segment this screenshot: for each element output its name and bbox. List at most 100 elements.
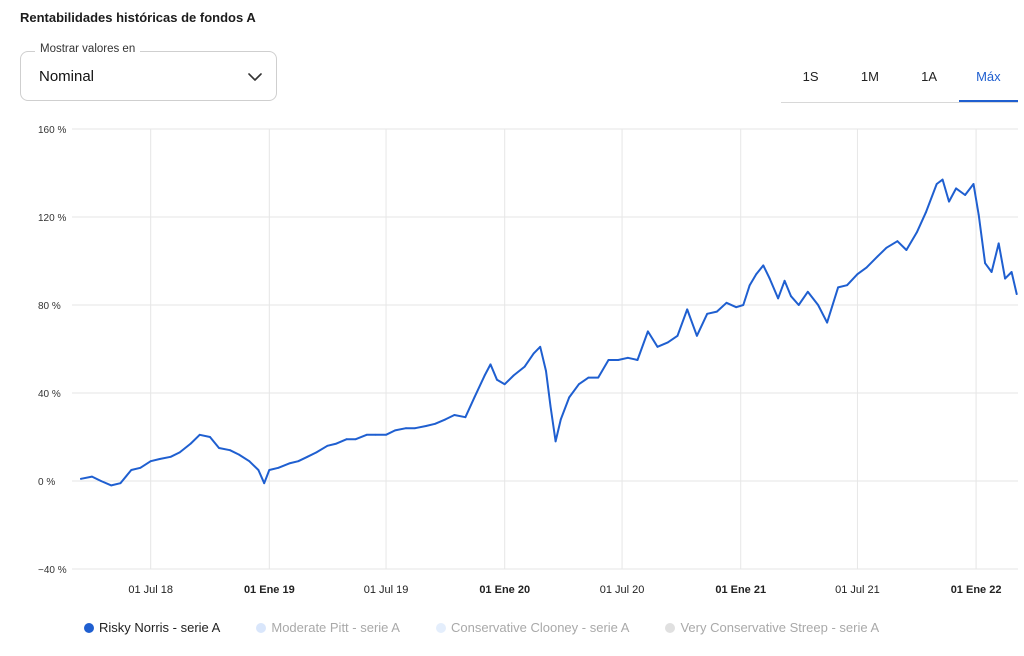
data-point xyxy=(725,301,728,304)
data-point xyxy=(646,330,649,333)
chevron-down-icon xyxy=(248,73,262,81)
legend-label-moderate-pitt: Moderate Pitt - serie A xyxy=(271,620,400,635)
x-tick-label: 01 Ene 22 xyxy=(951,584,1002,596)
data-point xyxy=(935,183,938,185)
tab-1m[interactable]: 1M xyxy=(860,69,879,84)
tab-1a[interactable]: 1A xyxy=(921,69,938,84)
tab-1s[interactable]: 1S xyxy=(802,69,819,84)
data-point xyxy=(768,277,771,280)
data-point xyxy=(617,359,620,361)
data-point xyxy=(783,279,786,282)
data-point xyxy=(626,356,629,359)
x-tick-label: 01 Ene 19 xyxy=(244,584,295,596)
data-point xyxy=(503,383,506,386)
data-point xyxy=(158,458,161,460)
data-point xyxy=(990,271,993,273)
legend-label-conservative-clooney: Conservative Clooney - serie A xyxy=(450,620,630,635)
y-tick-label: 120 % xyxy=(38,213,66,224)
range-tabs: 1S 1M 1A Máx xyxy=(781,51,1018,103)
data-point xyxy=(315,451,318,454)
data-point xyxy=(955,187,957,190)
data-point xyxy=(473,396,476,399)
data-point xyxy=(706,312,709,315)
x-tick-label: 01 Jul 18 xyxy=(128,584,173,596)
data-point xyxy=(915,231,918,234)
data-point xyxy=(257,469,260,471)
data-point xyxy=(666,341,669,344)
data-point xyxy=(453,414,456,416)
data-point xyxy=(742,304,745,306)
y-tick-label: 0 % xyxy=(38,477,55,488)
data-point xyxy=(483,374,486,377)
data-point xyxy=(539,345,542,348)
data-point xyxy=(856,273,859,276)
data-point xyxy=(997,242,1000,245)
data-point xyxy=(964,194,967,196)
legend-item-conservative-clooney[interactable]: Conservative Clooney - serie A xyxy=(435,620,630,635)
data-point xyxy=(277,466,280,469)
y-tick-label: 40 % xyxy=(38,389,61,400)
legend-item-very-conservative-streep[interactable]: Very Conservative Streep - serie A xyxy=(665,620,879,635)
data-point xyxy=(385,433,387,436)
data-point xyxy=(790,295,792,298)
data-point xyxy=(876,255,879,258)
data-point xyxy=(496,378,498,381)
data-point xyxy=(636,359,639,361)
data-point xyxy=(248,460,251,463)
data-point xyxy=(755,273,758,276)
series-line-risky-norris xyxy=(80,178,1018,487)
data-point xyxy=(464,416,467,419)
data-point xyxy=(977,213,980,216)
data-point xyxy=(597,376,600,379)
data-point xyxy=(972,183,975,185)
legend-dot-moderate-pitt xyxy=(256,622,267,633)
data-point xyxy=(297,460,300,463)
data-point xyxy=(414,427,416,430)
data-point xyxy=(748,284,751,287)
chart-legend: Risky Norris - serie A Moderate Pitt - s… xyxy=(84,620,915,635)
data-point xyxy=(263,482,266,485)
data-point xyxy=(715,310,718,313)
data-point xyxy=(806,290,809,293)
data-point xyxy=(91,475,93,478)
data-point xyxy=(545,370,547,372)
data-point xyxy=(178,451,181,454)
legend-item-moderate-pitt[interactable]: Moderate Pitt - serie A xyxy=(256,620,400,635)
data-point xyxy=(288,462,291,465)
returns-line-chart: −40 % 0 % 40 % 80 % 120 % 160 % 01 Jul 18 01 En… xyxy=(38,125,1018,596)
data-point xyxy=(826,321,829,324)
data-point xyxy=(139,466,142,469)
data-point xyxy=(365,433,368,436)
data-point xyxy=(568,396,571,399)
data-point xyxy=(489,363,492,366)
data-point xyxy=(80,477,82,480)
data-point xyxy=(1004,277,1007,280)
legend-dot-risky-norris xyxy=(84,622,94,633)
data-point xyxy=(169,455,172,458)
value-mode-select[interactable]: Mostrar valores en Nominal xyxy=(20,43,277,101)
data-point xyxy=(656,345,659,348)
y-tick-label: 160 % xyxy=(38,125,66,136)
data-point xyxy=(523,365,526,368)
data-point xyxy=(577,383,580,386)
data-point xyxy=(1015,293,1018,295)
data-point xyxy=(354,438,357,441)
data-point xyxy=(110,484,113,487)
data-point xyxy=(762,264,765,267)
data-point xyxy=(924,211,927,214)
value-mode-label: Mostrar valores en xyxy=(35,43,141,55)
data-point xyxy=(735,306,738,309)
x-tick-label: 01 Ene 21 xyxy=(715,584,766,596)
data-point xyxy=(326,444,329,447)
data-point xyxy=(984,262,987,265)
data-point xyxy=(238,453,240,456)
y-tick-label: 80 % xyxy=(38,301,61,312)
legend-item-risky-norris[interactable]: Risky Norris - serie A xyxy=(84,620,220,635)
data-point xyxy=(695,334,698,337)
data-point xyxy=(777,297,780,300)
data-point xyxy=(100,480,102,482)
tab-max[interactable]: Máx xyxy=(958,51,1018,102)
x-tick-label: 01 Jul 20 xyxy=(600,584,645,596)
data-point xyxy=(686,308,689,311)
data-point xyxy=(865,266,868,269)
